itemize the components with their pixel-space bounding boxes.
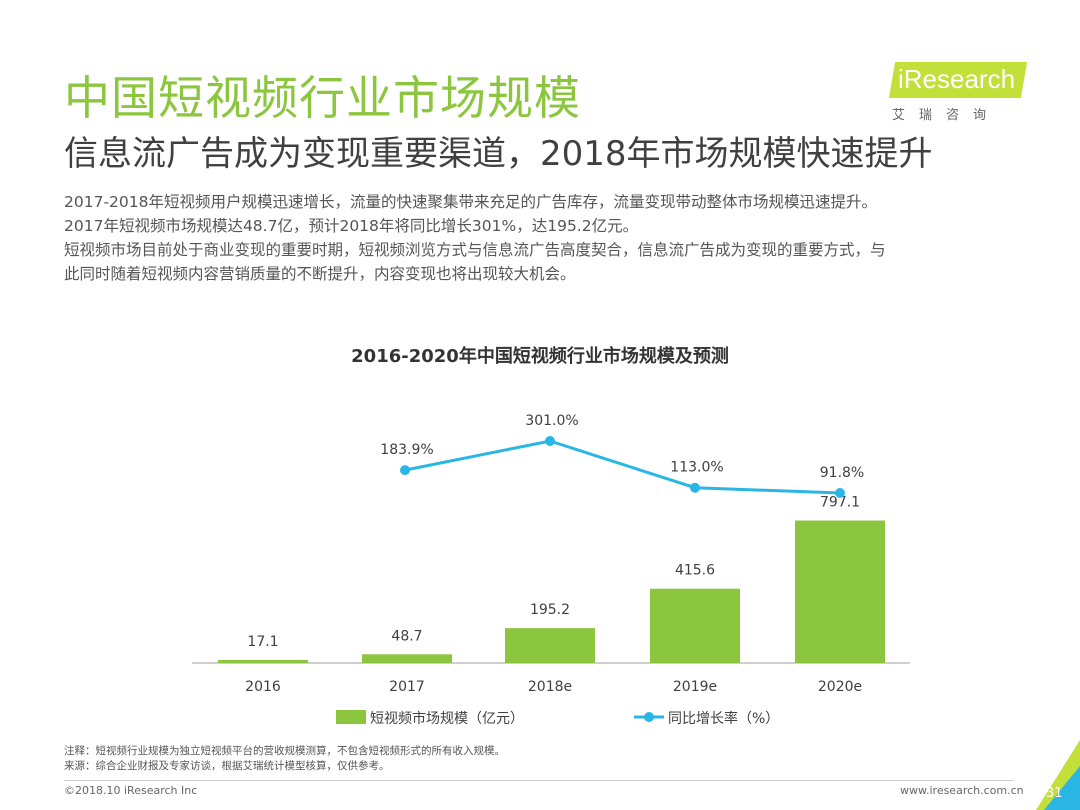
growth-value-label: 113.0% xyxy=(670,460,723,476)
note-line: 注释：短视频行业规模为独立短视频平台的营收规模测算，不包含短视频形式的所有收入规… xyxy=(64,745,505,757)
bar-value-label: 48.7 xyxy=(391,628,422,644)
legend-swatch-bar xyxy=(336,710,366,724)
legend-label-bar: 短视频市场规模（亿元） xyxy=(370,710,524,727)
x-tick-label: 2020e xyxy=(818,679,862,695)
logo-text: iResearch xyxy=(898,64,1016,94)
bar xyxy=(218,659,308,663)
bar-value-label: 415.6 xyxy=(675,563,715,579)
notes: 注释：短视频行业规模为独立短视频平台的营收规模测算，不包含短视频形式的所有收入规… xyxy=(64,744,505,774)
market-size-chart: 17.1 2016 48.7 2017 195.2 2018e 415.6 2019e 797.… xyxy=(192,413,910,727)
growth-point xyxy=(545,436,555,446)
chart-title: 2016-2020年中国短视频行业市场规模及预测 xyxy=(351,346,729,367)
iresearch-logo: iResearch 艾瑞咨询 xyxy=(888,58,1032,130)
x-tick-label: 2019e xyxy=(673,679,717,695)
source-line: 来源：综合企业财报及专家访谈，根据艾瑞统计模型核算，仅供参考。 xyxy=(64,760,390,772)
x-tick-label: 2018e xyxy=(528,679,572,695)
growth-value-label: 91.8% xyxy=(820,465,864,481)
bar-value-label: 797.1 xyxy=(820,495,860,511)
growth-point xyxy=(690,482,700,493)
bar xyxy=(362,654,452,663)
page-title: 中国短视频行业市场规模 xyxy=(64,71,581,125)
description-line: 此同时随着短视频内容营销质量的不断提升，内容变现也将出现较大机会。 xyxy=(64,265,576,283)
website-link[interactable]: www.iresearch.com.cn xyxy=(900,784,1024,797)
logo-cn-text: 艾瑞咨询 xyxy=(892,108,1001,123)
bar xyxy=(650,588,740,663)
description: 2017-2018年短视频用户规模迅速增长，流量的快速聚集带来充足的广告库存，流… xyxy=(64,190,1034,286)
page-number: 31 xyxy=(1046,786,1063,801)
legend-marker-line xyxy=(644,712,654,722)
bar xyxy=(505,628,595,663)
bar xyxy=(795,520,885,663)
growth-line xyxy=(404,439,841,495)
corner-decoration xyxy=(1036,740,1080,810)
description-line: 2017年短视频市场规模达48.7亿，预计2018年将同比增长301%，达195… xyxy=(64,217,639,235)
page-subtitle: 信息流广告成为变现重要渠道，2018年市场规模快速提升 xyxy=(64,134,933,174)
growth-point xyxy=(835,488,845,498)
legend-label-line: 同比增长率（%） xyxy=(668,710,779,727)
bar-value-label: 17.1 xyxy=(247,634,278,650)
footer-divider xyxy=(64,780,1014,781)
description-line: 2017-2018年短视频用户规模迅速增长，流量的快速聚集带来充足的广告库存，流… xyxy=(64,193,877,211)
bar-value-label: 195.2 xyxy=(530,602,570,618)
growth-value-label: 301.0% xyxy=(525,413,578,429)
growth-value-label: 183.9% xyxy=(380,442,433,458)
x-tick-label: 2016 xyxy=(245,679,281,695)
copyright: ©2018.10 iResearch Inc xyxy=(64,784,198,797)
growth-point xyxy=(400,465,410,476)
x-tick-label: 2017 xyxy=(389,679,425,695)
description-line: 短视频市场目前处于商业变现的重要时期，短视频浏览方式与信息流广告高度契合，信息流… xyxy=(64,241,886,259)
